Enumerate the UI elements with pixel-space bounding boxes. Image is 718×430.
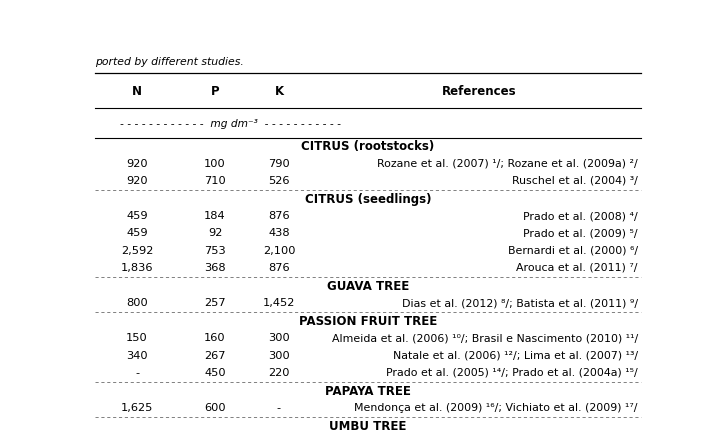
Text: ported by different studies.: ported by different studies. <box>95 57 244 67</box>
Text: Bernardi et al. (2000) ⁶/: Bernardi et al. (2000) ⁶/ <box>508 246 638 255</box>
Text: 267: 267 <box>204 351 225 361</box>
Text: 1,625: 1,625 <box>121 403 153 413</box>
Text: 920: 920 <box>126 159 148 169</box>
Text: 459: 459 <box>126 228 148 238</box>
Text: CITRUS (seedlings): CITRUS (seedlings) <box>304 193 432 206</box>
Text: 1,452: 1,452 <box>263 298 295 308</box>
Text: Almeida et al. (2006) ¹⁰/; Brasil e Nascimento (2010) ¹¹/: Almeida et al. (2006) ¹⁰/; Brasil e Nasc… <box>332 334 638 344</box>
Text: 753: 753 <box>204 246 226 255</box>
Text: 459: 459 <box>126 211 148 221</box>
Text: 876: 876 <box>268 211 290 221</box>
Text: Arouca et al. (2011) ⁷/: Arouca et al. (2011) ⁷/ <box>516 263 638 273</box>
Text: Mendonça et al. (2009) ¹⁶/; Vichiato et al. (2009) ¹⁷/: Mendonça et al. (2009) ¹⁶/; Vichiato et … <box>355 403 638 413</box>
Text: 710: 710 <box>204 176 226 186</box>
Text: 438: 438 <box>268 228 290 238</box>
Text: PASSION FRUIT TREE: PASSION FRUIT TREE <box>299 315 437 328</box>
Text: 150: 150 <box>126 334 148 344</box>
Text: 600: 600 <box>204 403 225 413</box>
Text: - - - - - - - - - - - -  mg dm⁻³  - - - - - - - - - - -: - - - - - - - - - - - - mg dm⁻³ - - - - … <box>121 119 341 129</box>
Text: 340: 340 <box>126 351 148 361</box>
Text: UMBU TREE: UMBU TREE <box>330 420 406 430</box>
Text: 526: 526 <box>269 176 289 186</box>
Text: Prado et al. (2008) ⁴/: Prado et al. (2008) ⁴/ <box>523 211 638 221</box>
Text: K: K <box>274 85 284 98</box>
Text: Dias et al. (2012) ⁸/; Batista et al. (2011) ⁹/: Dias et al. (2012) ⁸/; Batista et al. (2… <box>402 298 638 308</box>
Text: 300: 300 <box>268 334 290 344</box>
Text: 800: 800 <box>126 298 148 308</box>
Text: 300: 300 <box>268 351 290 361</box>
Text: 1,836: 1,836 <box>121 263 154 273</box>
Text: 368: 368 <box>204 263 225 273</box>
Text: 160: 160 <box>204 334 225 344</box>
Text: 876: 876 <box>268 263 290 273</box>
Text: 184: 184 <box>204 211 225 221</box>
Text: -: - <box>277 403 281 413</box>
Text: References: References <box>442 85 516 98</box>
Text: Prado et al. (2005) ¹⁴/; Prado et al. (2004a) ¹⁵/: Prado et al. (2005) ¹⁴/; Prado et al. (2… <box>386 368 638 378</box>
Text: Ruschel et al. (2004) ³/: Ruschel et al. (2004) ³/ <box>512 176 638 186</box>
Text: 92: 92 <box>208 228 222 238</box>
Text: P: P <box>210 85 219 98</box>
Text: 2,592: 2,592 <box>121 246 153 255</box>
Text: CITRUS (rootstocks): CITRUS (rootstocks) <box>302 140 434 153</box>
Text: 920: 920 <box>126 176 148 186</box>
Text: 790: 790 <box>268 159 290 169</box>
Text: 2,100: 2,100 <box>263 246 295 255</box>
Text: GUAVA TREE: GUAVA TREE <box>327 280 409 293</box>
Text: 220: 220 <box>269 368 289 378</box>
Text: 450: 450 <box>204 368 225 378</box>
Text: -: - <box>135 368 139 378</box>
Text: Rozane et al. (2007) ¹/; Rozane et al. (2009a) ²/: Rozane et al. (2007) ¹/; Rozane et al. (… <box>377 159 638 169</box>
Text: 257: 257 <box>204 298 225 308</box>
Text: N: N <box>132 85 142 98</box>
Text: Prado et al. (2009) ⁵/: Prado et al. (2009) ⁵/ <box>523 228 638 238</box>
Text: Natale et al. (2006) ¹²/; Lima et al. (2007) ¹³/: Natale et al. (2006) ¹²/; Lima et al. (2… <box>393 351 638 361</box>
Text: PAPAYA TREE: PAPAYA TREE <box>325 385 411 398</box>
Text: 100: 100 <box>204 159 226 169</box>
